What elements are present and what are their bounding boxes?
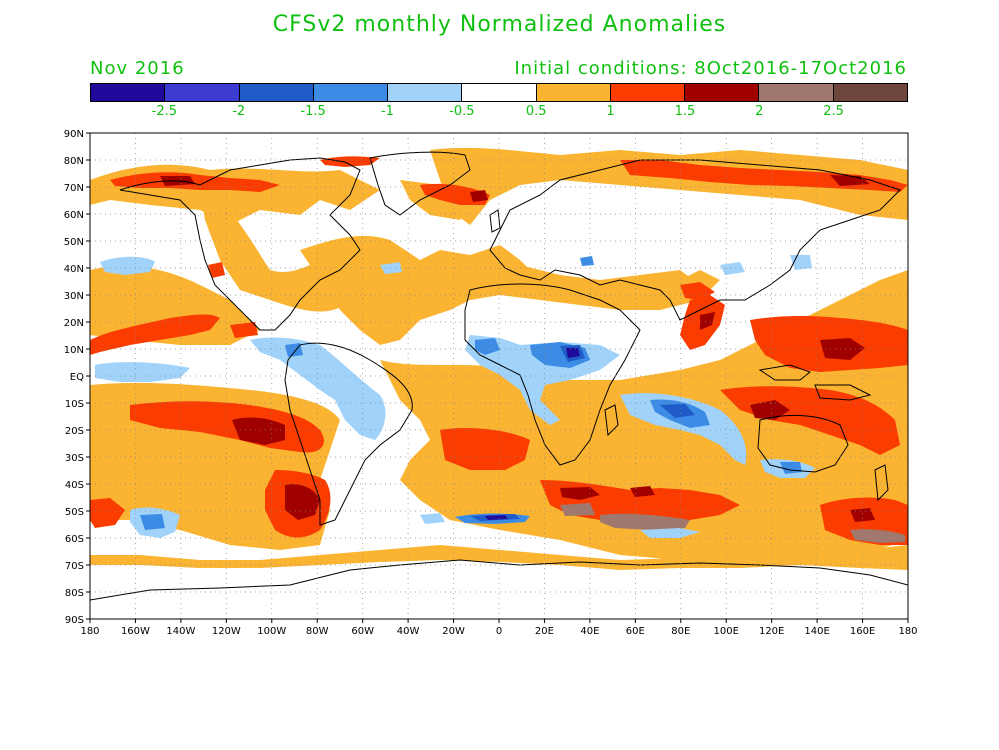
colorbar-swatch	[313, 84, 389, 101]
lat-label: 10N	[64, 345, 84, 356]
lat-label: 90N	[64, 129, 84, 140]
colorbar-tick-label: -2.5	[151, 104, 178, 119]
anomaly-fields	[90, 147, 908, 570]
australia-outline	[757, 414, 849, 473]
lon-label: 60E	[626, 626, 645, 637]
lat-label: 10S	[65, 399, 84, 410]
new-guinea-outline	[814, 384, 872, 401]
anomaly-level-4	[560, 503, 905, 543]
greenland-outline	[369, 151, 471, 216]
eurasia-outline	[489, 159, 901, 321]
longitude-labels: 180 160W 140W 120W 100W 80W 60W 40W 20W 0 20E 40E 60…	[80, 619, 918, 637]
forecast-month-label: Nov 2016	[90, 58, 185, 79]
lon-label: 0	[496, 626, 502, 637]
lat-label: 80N	[64, 156, 84, 167]
colorbar-tick-label: 1.5	[674, 104, 696, 119]
lat-label: 60S	[65, 534, 84, 545]
lon-label: 40E	[580, 626, 599, 637]
colorbar-tick-label: 0.5	[525, 104, 547, 119]
lon-label: 100E	[714, 626, 739, 637]
map-title: CFSv2 monthly Normalized Anomalies	[272, 12, 727, 37]
colorbar-tick-label: -1	[380, 104, 394, 119]
lat-label: 90S	[65, 615, 84, 626]
map-gridlines	[90, 133, 908, 619]
colorbar-tick-label: -0.5	[449, 104, 475, 119]
lon-label: 80W	[306, 626, 329, 637]
lon-label: 140E	[804, 626, 829, 637]
lon-label: 140W	[166, 626, 195, 637]
colorbar-swatch	[388, 84, 463, 101]
new-zealand-outline	[874, 464, 889, 502]
colorbar-tick-label: 2	[755, 104, 764, 119]
lat-label: 30S	[65, 453, 84, 464]
south-america-outline	[284, 342, 413, 526]
lon-label: 100W	[257, 626, 286, 637]
lon-label: 40W	[397, 626, 420, 637]
lon-label: 120W	[212, 626, 241, 637]
lon-label: 160E	[850, 626, 875, 637]
lat-label: 30N	[64, 291, 84, 302]
lon-label: 180	[80, 626, 99, 637]
uk-outline	[489, 209, 501, 233]
latitude-labels: 90N 80N 70N 60N 50N 40N 30N 20N 10N EQ 10S 20S 30S 40…	[64, 129, 90, 626]
colorbar-swatch	[610, 84, 686, 101]
colorbar-swatch	[165, 84, 240, 101]
lat-label: 40S	[65, 480, 84, 491]
colorbar-swatch	[833, 84, 907, 101]
madagascar-outline	[604, 404, 619, 437]
colorbar-tick-label: 1	[606, 104, 615, 119]
colorbar-swatch	[759, 84, 834, 101]
colorbar-tick-label: 2.5	[823, 104, 844, 119]
lat-label: 40N	[64, 264, 84, 275]
lon-label: 80E	[671, 626, 690, 637]
lat-label: 60N	[64, 210, 84, 221]
lat-label: 20S	[65, 426, 84, 437]
lat-label: 50S	[65, 507, 84, 518]
initial-conditions-label: Initial conditions: 8Oct2016-17Oct2016	[514, 58, 907, 79]
lat-label: 70N	[64, 183, 84, 194]
lon-label: 160W	[121, 626, 150, 637]
colorbar-swatch	[462, 84, 537, 101]
anomaly-level-3	[160, 175, 875, 522]
lat-label: 50N	[64, 237, 84, 248]
lat-label: 70S	[65, 561, 84, 572]
lon-label: 20W	[442, 626, 465, 637]
colorbar-swatch	[536, 84, 611, 101]
north-america-outline	[119, 157, 361, 331]
anomaly-level-neg4	[485, 348, 580, 520]
lat-label: EQ	[70, 372, 84, 383]
colorbar-tick-label: -2	[232, 104, 246, 119]
africa-outline	[464, 283, 641, 466]
lon-label: 120E	[759, 626, 784, 637]
colorbar-labels: -2.5 -2 -1.5 -1 -0.5 0.5 1 1.5 2 2.5	[90, 104, 908, 122]
colorbar-swatch	[685, 84, 760, 101]
lat-label: 80S	[65, 588, 84, 599]
lon-label: 20E	[535, 626, 554, 637]
lat-label: 20N	[64, 318, 84, 329]
colorbar-swatch	[239, 84, 314, 101]
lon-label: 60W	[351, 626, 374, 637]
colorbar	[90, 83, 908, 102]
lon-label: 180	[898, 626, 917, 637]
colorbar-swatch	[91, 84, 166, 101]
colorbar-tick-label: -1.5	[300, 104, 326, 119]
